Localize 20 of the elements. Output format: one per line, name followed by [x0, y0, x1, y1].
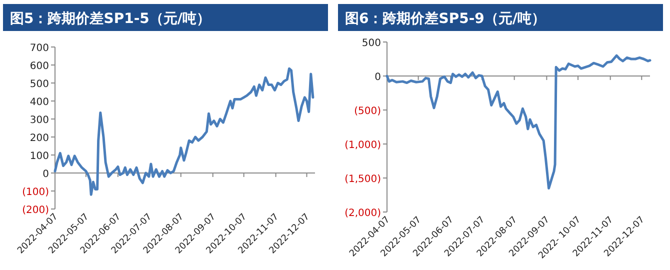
y-tick-label: 0 — [374, 72, 381, 83]
y-tick-label: 500 — [362, 38, 381, 49]
chart-title: 图6：跨期价差SP5-9（元/吨） — [345, 11, 546, 27]
y-tick-label: (1,500) — [344, 174, 382, 185]
y-tick-label: (100) — [22, 187, 50, 198]
y-tick-label: 400 — [30, 97, 49, 108]
y-tick-label: 500 — [30, 79, 49, 90]
y-tick-label: (1,000) — [344, 140, 382, 151]
y-tick-label: (200) — [22, 205, 50, 216]
y-tick-label: 200 — [30, 133, 49, 144]
y-tick-label: (2,000) — [344, 208, 382, 219]
y-tick-label: 100 — [30, 151, 49, 162]
chart-title: 图5：跨期价差SP1-5（元/吨） — [10, 11, 210, 27]
y-tick-label: 600 — [30, 61, 49, 72]
line-series — [54, 67, 314, 196]
y-tick-label: 700 — [30, 43, 49, 54]
y-tick-label: 0 — [42, 169, 49, 180]
y-tick-label: (500) — [354, 106, 382, 117]
line-series — [386, 54, 652, 190]
y-tick-label: 300 — [30, 115, 49, 126]
